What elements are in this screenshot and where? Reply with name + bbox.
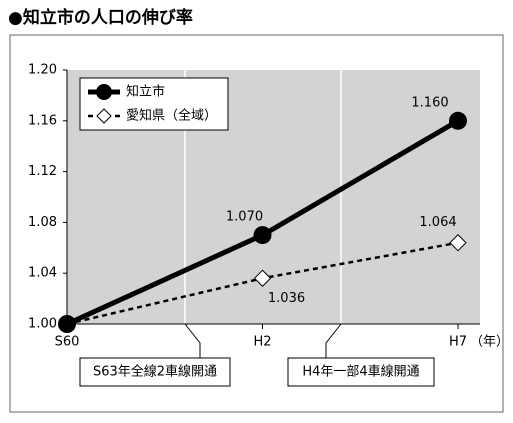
marker xyxy=(449,234,467,252)
x-tick-label: H7 xyxy=(449,335,467,350)
y-tick-label: 1.12 xyxy=(28,164,57,179)
chart-title: ●知立市の人口の伸び率 xyxy=(8,7,193,28)
annotation: H4年一部4車線開通 xyxy=(302,364,419,380)
x-tick-label: H2 xyxy=(253,335,271,350)
marker xyxy=(253,269,272,287)
x-axis-label: （年） xyxy=(470,335,509,350)
y-tick-label: 1.00 xyxy=(28,317,57,332)
connector xyxy=(325,323,342,358)
data-label: 1.160 xyxy=(411,95,448,110)
y-tick-label: 1.08 xyxy=(28,215,57,230)
marker xyxy=(449,111,467,130)
annotation: S63年全線2車線開通 xyxy=(93,364,217,380)
legend-label: 愛知県（全域） xyxy=(126,108,217,124)
y-tick-label: 1.20 xyxy=(28,63,57,78)
annotation-box xyxy=(79,357,231,387)
legend-marker xyxy=(96,84,112,100)
annotations: S63年全線2車線開通 H4年一部4車線開通 xyxy=(79,323,435,387)
y-tick-label: 1.04 xyxy=(28,266,57,281)
data-label: 1.070 xyxy=(226,210,263,225)
frame xyxy=(9,34,504,413)
legend-marker xyxy=(96,108,112,124)
annotation-box xyxy=(287,357,435,387)
data-label: 1.036 xyxy=(268,291,305,306)
marker xyxy=(253,226,272,245)
connector xyxy=(184,323,201,358)
marker xyxy=(58,315,76,333)
legend-label: 知立市 xyxy=(126,84,165,100)
y-tick-label: 1.16 xyxy=(28,113,57,128)
data-label: 1.064 xyxy=(419,215,456,230)
x-tick-label: S60 xyxy=(55,335,80,350)
